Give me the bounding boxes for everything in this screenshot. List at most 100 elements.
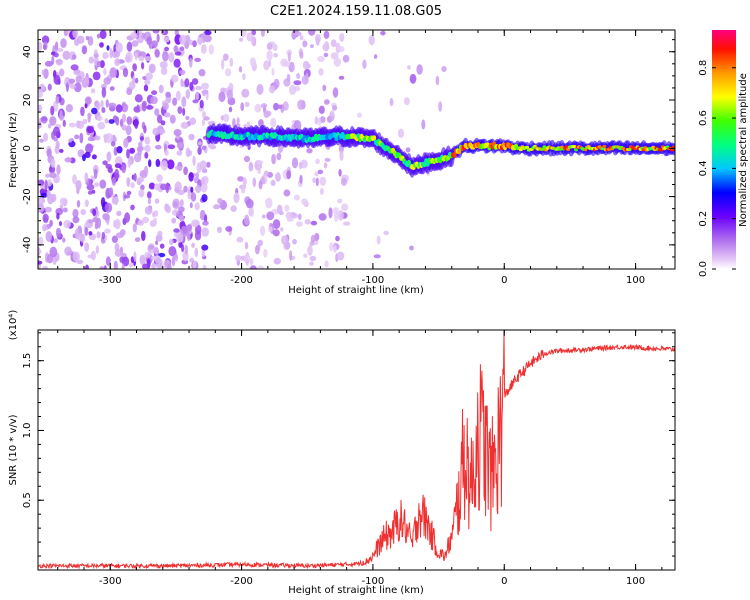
x-tick-label: 0 bbox=[501, 275, 507, 286]
spectrogram-noise-cell bbox=[338, 75, 345, 80]
spectrogram-noise-cell bbox=[200, 181, 208, 193]
spectrogram-noise-cell bbox=[146, 191, 152, 199]
spectrogram-noise-cell bbox=[128, 81, 136, 90]
spectrogram-noise-cell bbox=[337, 210, 344, 221]
spectrogram-noise-cell bbox=[183, 166, 189, 176]
spectrogram-noise-cell bbox=[179, 46, 185, 52]
spectrogram-noise-cell bbox=[111, 176, 117, 186]
spectrogram-noise-cell bbox=[133, 172, 137, 182]
spectrogram-noise-cell bbox=[164, 149, 169, 156]
spectrogram-noise-cell bbox=[56, 60, 63, 66]
spectrogram-noise-cell bbox=[115, 232, 124, 239]
spectrogram-noise-cell bbox=[106, 45, 110, 51]
spectrogram-noise-cell bbox=[217, 226, 222, 233]
spectrogram-noise-cell bbox=[72, 251, 80, 262]
spectrogram-noise-cell bbox=[55, 227, 62, 238]
spectrogram-noise-cell bbox=[97, 121, 106, 130]
spectrogram-noise-cell bbox=[84, 226, 89, 236]
spectrogram-noise-cell bbox=[192, 99, 199, 104]
spectrogram-noise-cell bbox=[273, 78, 280, 89]
spectrogram-noise-cell bbox=[172, 97, 178, 106]
spectrogram-signal-core bbox=[659, 148, 664, 152]
spectrogram-noise-cell bbox=[226, 89, 233, 100]
spectrogram-noise-cell bbox=[201, 119, 206, 126]
spectrogram-noise-cell bbox=[324, 260, 329, 268]
spectrogram-noise-cell bbox=[183, 185, 188, 193]
spectrogram-noise-cell bbox=[134, 94, 143, 103]
spectrogram-noise-cell bbox=[272, 219, 281, 230]
spectrogram-noise-cell bbox=[102, 213, 110, 221]
spectrogram-noise-cell bbox=[39, 138, 44, 143]
spectrogram-noise-cell bbox=[126, 41, 133, 52]
spectrogram-noise-cell bbox=[266, 211, 275, 221]
spectrogram-noise-cell bbox=[121, 263, 125, 269]
spectrogram-noise-cell bbox=[141, 230, 146, 242]
spectrogram-noise-cell bbox=[53, 136, 58, 142]
spectrogram-noise-cell bbox=[144, 144, 151, 153]
spectrogram-noise-cell bbox=[251, 30, 257, 36]
spectrogram-noise-cell bbox=[302, 60, 310, 70]
spectrogram-noise-cell bbox=[195, 86, 203, 91]
spectrogram-noise-cell bbox=[201, 177, 205, 185]
spectrogram-noise-cell bbox=[332, 87, 339, 98]
spectrogram-noise-cell bbox=[244, 155, 250, 163]
spectrogram-noise-cell bbox=[96, 101, 101, 111]
spectrogram-noise-cell bbox=[99, 266, 105, 269]
spectrogram-noise-cell bbox=[202, 111, 206, 119]
spectrogram-noise-cell bbox=[144, 152, 149, 159]
spectrogram-noise-cell bbox=[47, 179, 52, 187]
spectrogram-noise-cell bbox=[383, 230, 389, 236]
spectrogram-noise-cell bbox=[85, 143, 94, 154]
spectrogram-noise-cell bbox=[195, 91, 200, 100]
spectrogram-noise-cell bbox=[179, 34, 187, 45]
spectrogram-noise-cell bbox=[53, 126, 60, 137]
spectrogram-noise-cell bbox=[94, 135, 101, 141]
spectrogram-noise-cell bbox=[151, 262, 156, 269]
spectrogram-noise-cell bbox=[130, 256, 134, 264]
spectrogram-noise-cell bbox=[249, 57, 256, 67]
spectrogram-noise-cell bbox=[198, 69, 206, 77]
spectrogram-noise-cell bbox=[86, 183, 95, 191]
spectrogram-noise-cell bbox=[85, 35, 90, 41]
spectrogram-noise-cell bbox=[92, 208, 97, 216]
spectrogram-noise-cell bbox=[303, 253, 308, 258]
spectrogram-noise-cell bbox=[222, 53, 229, 61]
spectrogram-noise-cell bbox=[115, 104, 123, 113]
spectrogram-noise-cell bbox=[87, 112, 91, 123]
snr-x-axis-label: Height of straight line (km) bbox=[288, 585, 424, 596]
spectrogram-noise-cell bbox=[242, 73, 246, 81]
spectrogram-noise-cell bbox=[199, 160, 207, 170]
spectrogram-heatmap bbox=[38, 30, 675, 269]
spectrogram-noise-cell bbox=[99, 30, 107, 40]
spectrogram-noise-cell bbox=[258, 119, 264, 127]
spectrogram-noise-cell bbox=[142, 216, 150, 224]
spectrogram-noise-cell bbox=[116, 210, 122, 217]
snr-panel: -300 -200 -100 0 100 0.5 1.0 1.5 Height of str… bbox=[8, 310, 676, 596]
spectrogram-noise-cell bbox=[194, 202, 200, 211]
spectrogram-noise-cell bbox=[113, 260, 118, 269]
spectrogram-noise-cell bbox=[179, 199, 184, 207]
spectrogram-noise-cell bbox=[88, 56, 95, 64]
spectrogram-noise-cell bbox=[42, 265, 49, 269]
spectrogram-noise-cell bbox=[206, 161, 211, 168]
spectrogram-noise-cell bbox=[93, 53, 99, 59]
spectrogram-noise-cell bbox=[283, 189, 291, 197]
spectrogram-noise-cell bbox=[74, 134, 80, 140]
spectrogram-noise-cell bbox=[323, 162, 328, 169]
spectrogram-noise-cell bbox=[240, 102, 245, 112]
spectrogram-noise-cell bbox=[318, 117, 322, 126]
spectrogram-noise-cell bbox=[96, 231, 101, 239]
spectrogram-noise-cell bbox=[403, 97, 410, 106]
spectrogram-noise-cell bbox=[134, 118, 139, 129]
spectrogram-noise-cell bbox=[65, 104, 73, 113]
spectrogram-noise-cell bbox=[176, 142, 184, 149]
spectrogram-noise-cell bbox=[161, 160, 168, 171]
spectrogram-noise-cell bbox=[145, 72, 153, 81]
spectrogram-noise-cell bbox=[204, 214, 208, 223]
spectrogram-noise-cell bbox=[72, 30, 78, 39]
spectrogram-noise-cell bbox=[65, 82, 69, 93]
spectrogram-noise-cell bbox=[126, 116, 133, 125]
spectrogram-noise-cell bbox=[405, 147, 411, 153]
spectrogram-noise-cell bbox=[44, 179, 48, 191]
spectrogram-noise-cell bbox=[105, 133, 114, 144]
